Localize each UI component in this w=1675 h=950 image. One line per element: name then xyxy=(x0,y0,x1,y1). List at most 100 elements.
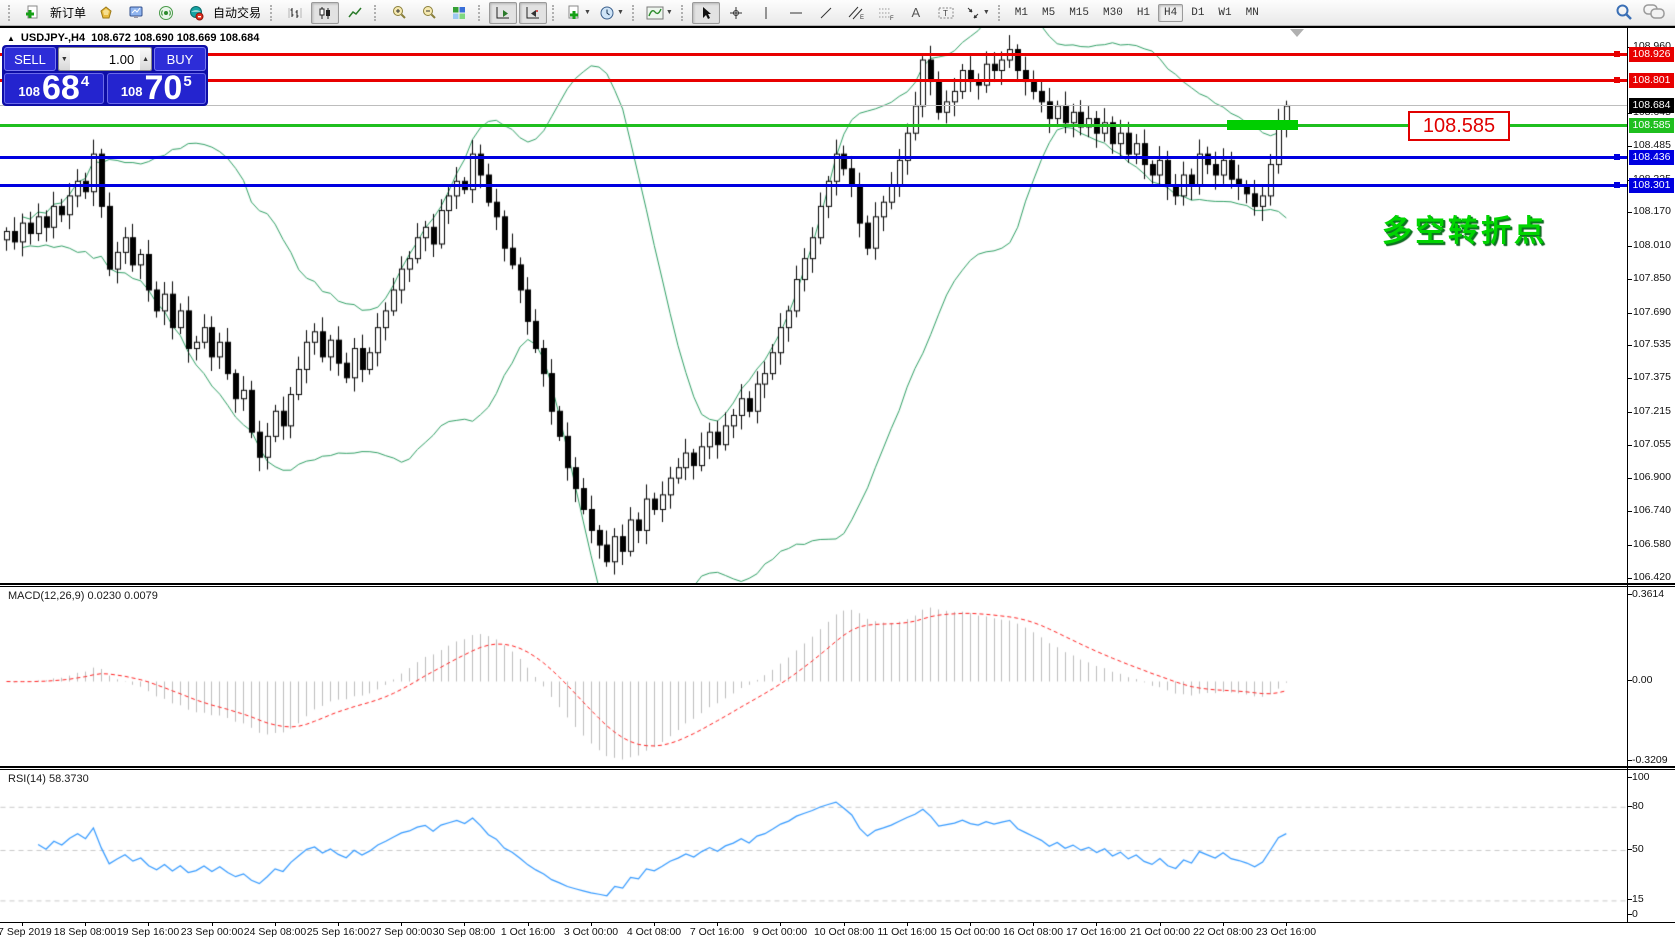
turning-point-note[interactable]: 多空转折点 xyxy=(1382,215,1547,248)
line-endpoint-marker[interactable] xyxy=(1614,77,1620,83)
channel-tool-button[interactable]: E xyxy=(842,2,870,24)
horizontal-level-line[interactable] xyxy=(0,79,1627,82)
text-tool-button[interactable]: A xyxy=(902,2,930,24)
vertical-line-tool-button[interactable] xyxy=(752,2,780,24)
cursor-tool-button[interactable] xyxy=(691,1,720,24)
collapse-panel-toggle[interactable]: ▲ xyxy=(7,33,15,43)
time-tick xyxy=(85,922,86,926)
zoom-in-button[interactable] xyxy=(385,2,413,24)
text-tool-icon: A xyxy=(911,5,921,20)
timeframe-button-M30[interactable]: M30 xyxy=(1103,6,1123,19)
price-tick xyxy=(1627,412,1632,413)
toolbar-grip[interactable] xyxy=(552,4,558,21)
signals-button[interactable] xyxy=(152,2,180,24)
time-tick xyxy=(1286,922,1287,926)
time-tick xyxy=(275,922,276,926)
line-endpoint-marker[interactable] xyxy=(1614,154,1620,160)
vertical-line-icon xyxy=(765,6,767,19)
arrows-dropdown-button[interactable]: ▼ xyxy=(962,2,993,24)
candlestick-chart-button[interactable] xyxy=(311,1,340,24)
volume-increase-button[interactable]: ▲ xyxy=(140,48,151,70)
period-dropdown-button[interactable]: ▼ xyxy=(596,2,627,24)
chevron-down-icon: ▼ xyxy=(982,9,990,16)
toolbar-grip[interactable] xyxy=(631,4,638,21)
horizontal-level-line[interactable] xyxy=(0,124,1627,127)
timeframe-button-MN[interactable]: MN xyxy=(1245,6,1259,19)
trendline-tool-button[interactable] xyxy=(812,2,840,24)
time-tick xyxy=(212,922,213,926)
toolbar-grip[interactable] xyxy=(478,4,484,21)
macd-canvas[interactable] xyxy=(0,586,1627,766)
bar-chart-button[interactable] xyxy=(281,2,309,24)
fibonacci-tool-button[interactable]: F xyxy=(872,2,900,24)
horizontal-level-line[interactable] xyxy=(0,53,1627,56)
toolbar-grip[interactable] xyxy=(680,4,687,21)
panel-separator[interactable] xyxy=(0,583,1675,587)
chart-shift-marker[interactable] xyxy=(1290,29,1304,37)
timeframe-button-M15[interactable]: M15 xyxy=(1069,6,1089,19)
new-order-label[interactable]: 新订单 xyxy=(50,6,87,20)
horizontal-level-line[interactable] xyxy=(0,156,1627,159)
price-tick xyxy=(1627,246,1632,247)
main-chart-canvas[interactable] xyxy=(0,28,1627,583)
svg-text:T: T xyxy=(943,9,948,18)
price-annotation-box[interactable]: 108.585 xyxy=(1408,111,1510,141)
toolbar-grip[interactable] xyxy=(374,4,380,21)
price-tick-label: 106.580 xyxy=(1633,538,1671,550)
chart-window-border xyxy=(0,26,1675,28)
autotrading-button[interactable] xyxy=(182,2,210,24)
auto-scroll-button[interactable] xyxy=(489,1,518,24)
label-tool-button[interactable]: T xyxy=(932,2,960,24)
panel-separator[interactable] xyxy=(0,766,1675,770)
timeframe-button-M5[interactable]: M5 xyxy=(1041,6,1056,19)
time-tick xyxy=(22,922,23,926)
zoom-in-icon xyxy=(393,5,406,19)
new-order-button[interactable] xyxy=(19,2,47,24)
volume-input[interactable] xyxy=(69,48,141,70)
timeframe-button-M1[interactable]: M1 xyxy=(1014,6,1028,19)
line-chart-button[interactable] xyxy=(341,2,369,24)
svg-text:F: F xyxy=(890,16,894,21)
highlight-zone-bar[interactable] xyxy=(1227,120,1298,130)
sell-button[interactable]: SELL xyxy=(4,47,56,71)
autotrading-label[interactable]: 自动交易 xyxy=(213,6,262,20)
indicators-dropdown-button[interactable]: ▼ xyxy=(643,2,676,24)
time-tick xyxy=(148,922,149,926)
signal-icon xyxy=(159,5,174,20)
horizontal-line-tool-button[interactable] xyxy=(782,2,810,24)
toolbar-grip[interactable] xyxy=(8,4,14,21)
zoom-out-button[interactable] xyxy=(415,2,443,24)
sell-price[interactable]: 108 68 4 xyxy=(4,71,104,105)
indicator-tick xyxy=(1627,914,1632,915)
timeframe-button-D1[interactable]: D1 xyxy=(1191,6,1205,19)
buy-price[interactable]: 108 70 5 xyxy=(106,71,206,105)
indicator-tick xyxy=(1627,760,1632,761)
timeframe-button-H4[interactable]: H4 xyxy=(1158,3,1184,22)
price-tick xyxy=(1627,345,1632,346)
rsi-axis-label: 80 xyxy=(1632,800,1644,812)
chart-shift-button[interactable] xyxy=(519,1,548,24)
price-tick xyxy=(1627,279,1632,280)
chart-window-button[interactable] xyxy=(122,2,150,24)
timeframe-button-W1[interactable]: W1 xyxy=(1218,6,1232,19)
search-icon[interactable] xyxy=(1615,3,1633,21)
rsi-axis-label: 50 xyxy=(1632,843,1644,855)
new-order-dropdown-button[interactable]: ▼ xyxy=(563,2,594,24)
macd-axis-label: 0.00 xyxy=(1632,674,1653,686)
price-tick-label: 106.740 xyxy=(1633,504,1671,516)
rsi-canvas[interactable] xyxy=(0,769,1627,922)
line-endpoint-marker[interactable] xyxy=(1614,51,1620,57)
crosshair-tool-button[interactable] xyxy=(722,2,750,24)
volume-decrease-button[interactable]: ▼ xyxy=(59,48,70,70)
toolbar-grip[interactable] xyxy=(997,4,1004,21)
buy-button[interactable]: BUY xyxy=(154,47,206,71)
crosshair-icon xyxy=(729,6,742,19)
market-watch-button[interactable] xyxy=(92,2,120,24)
tile-windows-button[interactable] xyxy=(445,2,473,24)
toolbar-grip[interactable] xyxy=(270,4,276,21)
chat-icon[interactable] xyxy=(1643,3,1665,21)
timeframe-button-H1[interactable]: H1 xyxy=(1136,6,1151,19)
line-endpoint-marker[interactable] xyxy=(1614,182,1620,188)
horizontal-level-line[interactable] xyxy=(0,184,1627,187)
